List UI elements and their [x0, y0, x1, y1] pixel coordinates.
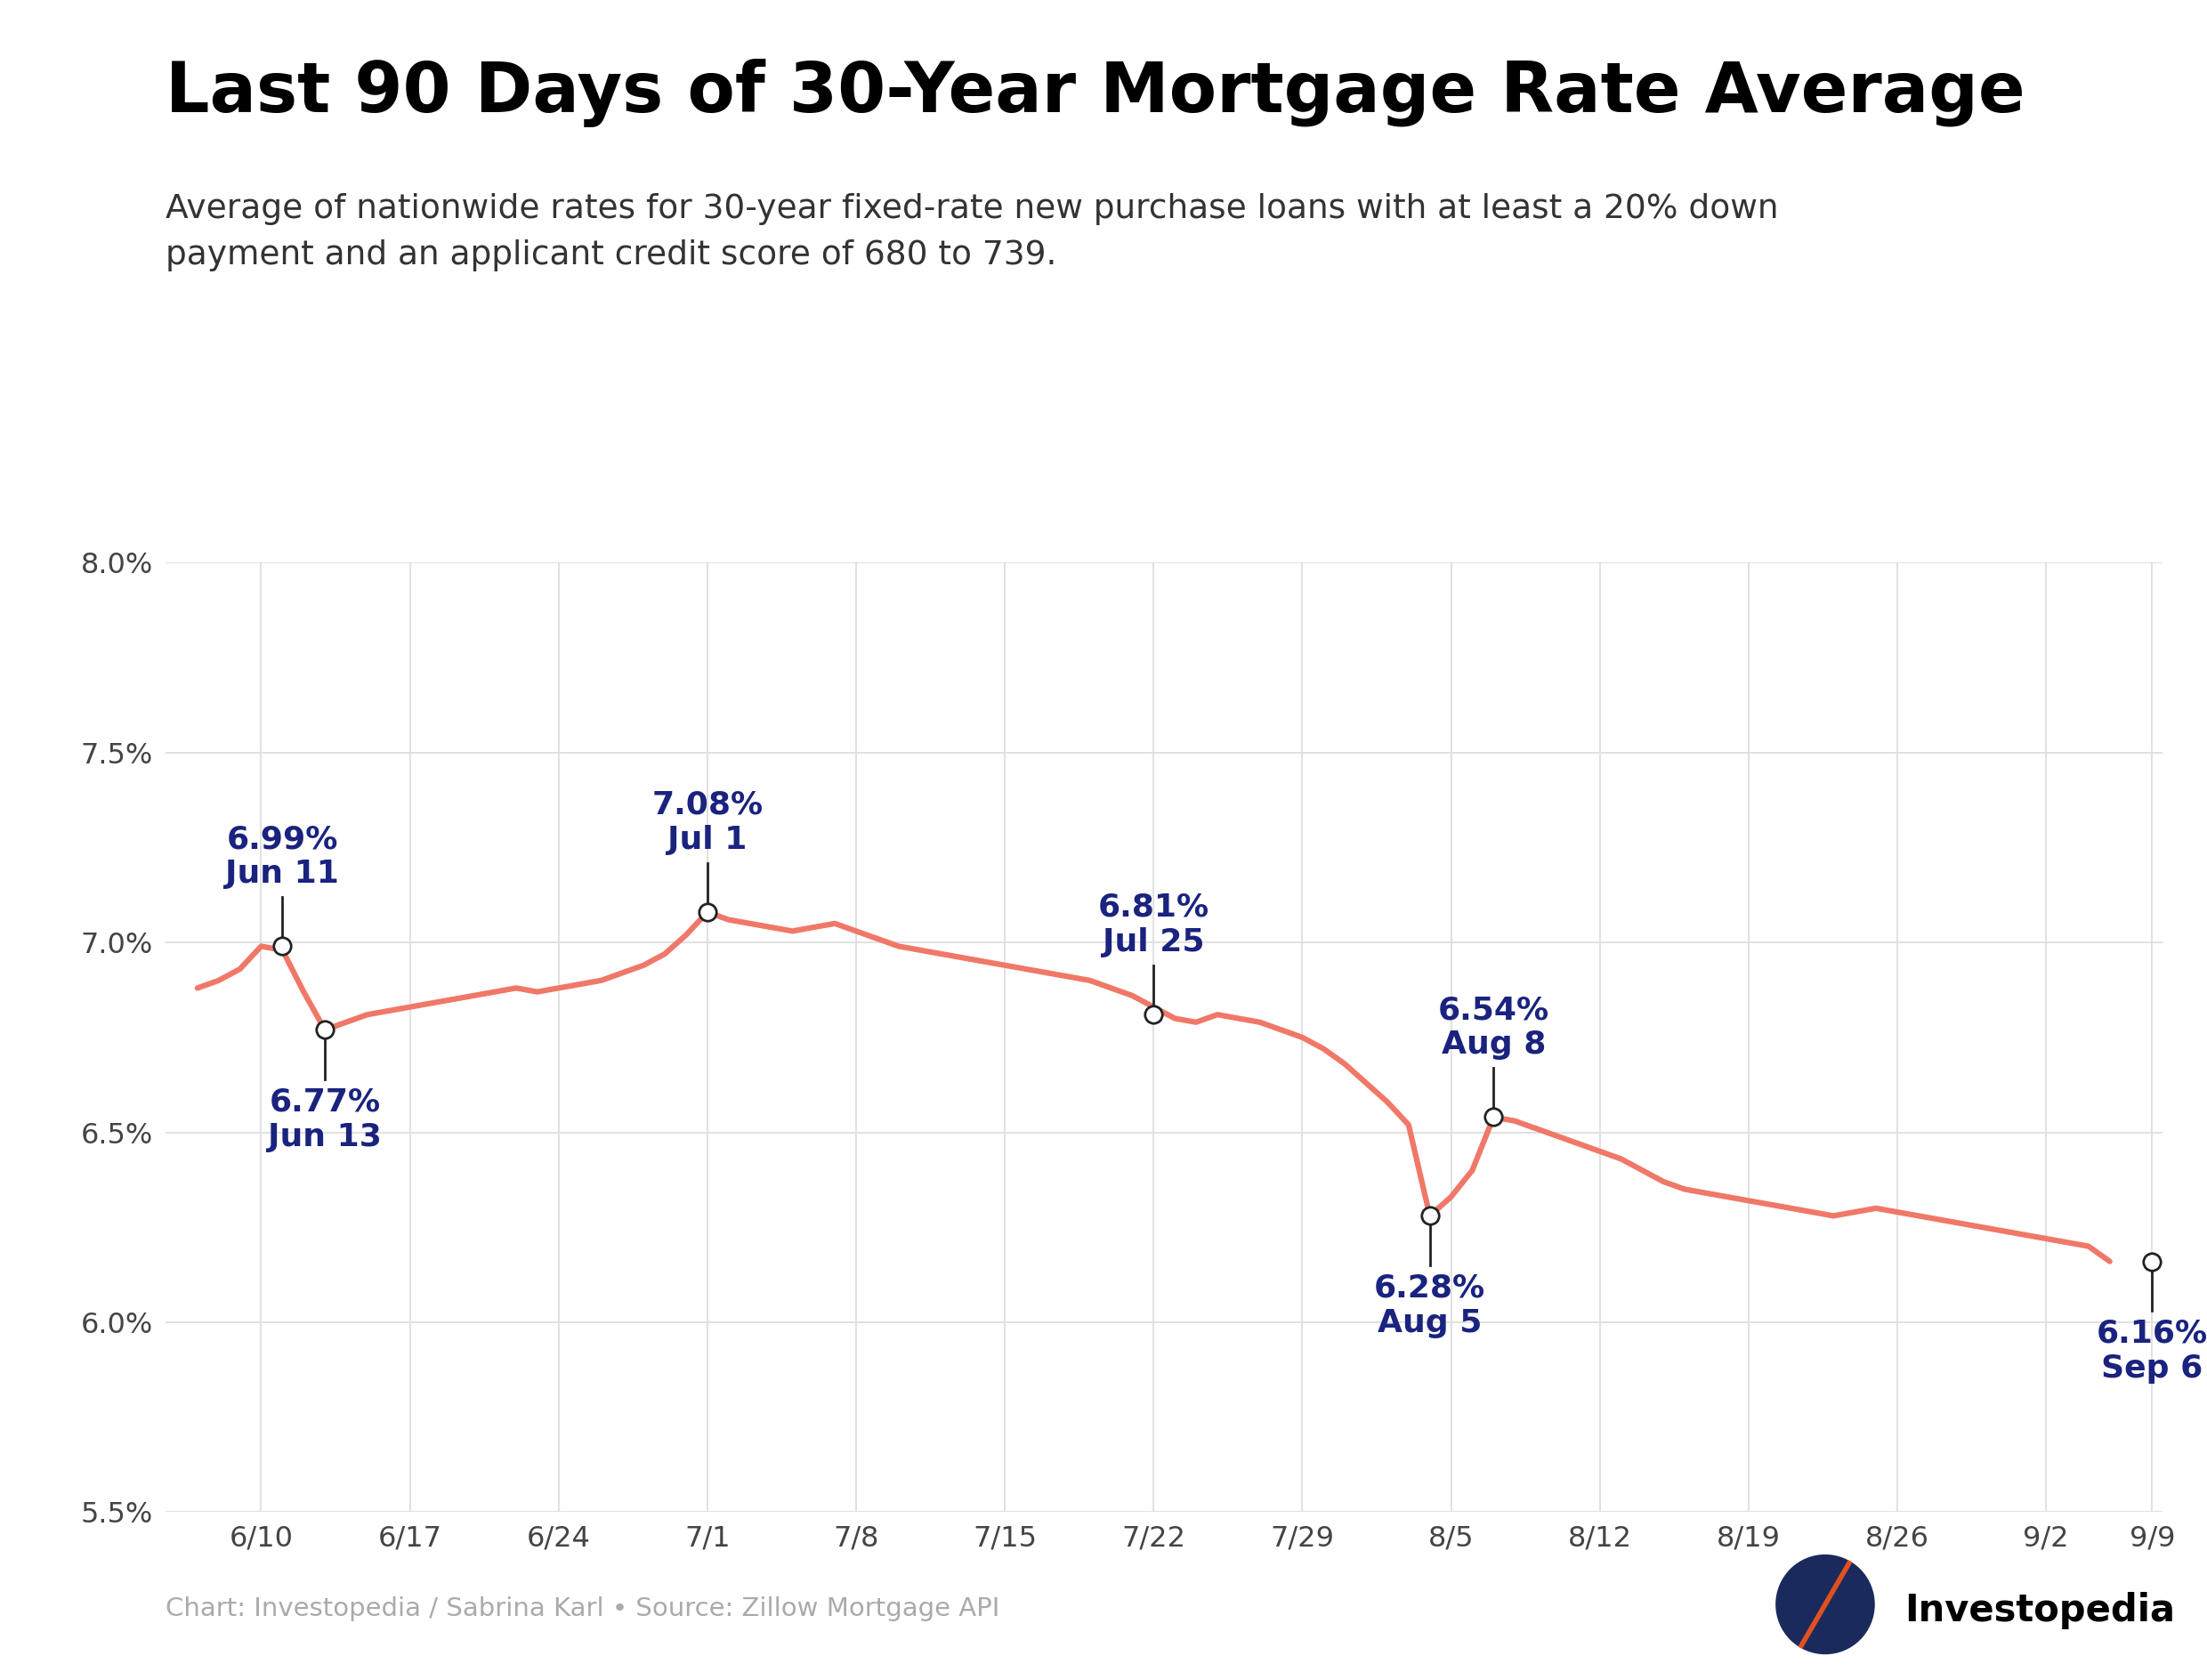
- Text: 6.81%
Jul 25: 6.81% Jul 25: [1097, 892, 1209, 958]
- Text: Average of nationwide rates for 30-year fixed-rate new purchase loans with at le: Average of nationwide rates for 30-year …: [166, 193, 1779, 270]
- Text: 6.54%
Aug 8: 6.54% Aug 8: [1439, 995, 1549, 1060]
- Text: Last 90 Days of 30-Year Mortgage Rate Average: Last 90 Days of 30-Year Mortgage Rate Av…: [166, 59, 2026, 128]
- Text: Chart: Investopedia / Sabrina Karl • Source: Zillow Mortgage API: Chart: Investopedia / Sabrina Karl • Sou…: [166, 1596, 1000, 1621]
- Text: Investopedia: Investopedia: [1905, 1591, 2176, 1630]
- Text: 6.77%
Jun 13: 6.77% Jun 13: [267, 1087, 382, 1152]
- Text: 6.16%
Sep 6: 6.16% Sep 6: [2097, 1319, 2207, 1384]
- Text: 6.28%
Aug 5: 6.28% Aug 5: [1375, 1273, 1485, 1337]
- Text: 6.99%
Jun 11: 6.99% Jun 11: [225, 823, 340, 889]
- Ellipse shape: [1774, 1554, 1876, 1655]
- Text: 7.08%
Jul 1: 7.08% Jul 1: [651, 790, 764, 855]
